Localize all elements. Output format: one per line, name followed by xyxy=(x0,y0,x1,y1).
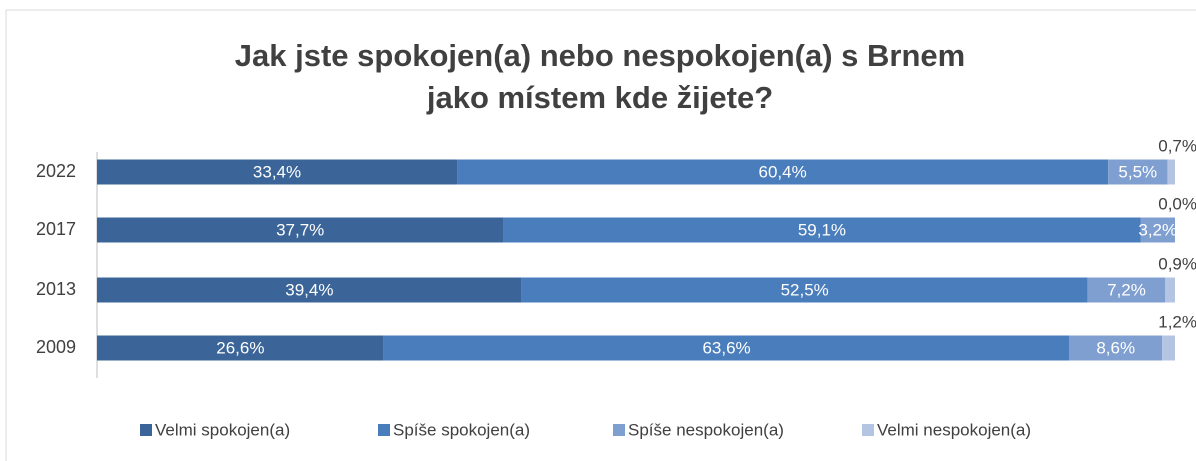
legend-label: Spíše nespokojen(a) xyxy=(628,420,784,439)
data-label: 0,9% xyxy=(1158,254,1196,273)
bar-segment xyxy=(97,217,504,243)
chart-title: Jak jste spokojen(a) nebo nespokojen(a) … xyxy=(235,38,965,115)
data-label: 60,4% xyxy=(759,162,807,181)
bar-segment xyxy=(97,277,522,303)
data-label: 0,7% xyxy=(1158,136,1196,155)
bar-segment xyxy=(1140,217,1175,243)
bar-segment xyxy=(457,159,1109,185)
y-tick-label: 2009 xyxy=(36,337,76,357)
y-tick-label: 2022 xyxy=(36,161,76,181)
data-label: 59,1% xyxy=(798,220,846,239)
data-label: 0,0% xyxy=(1158,194,1196,213)
bar-segment xyxy=(503,217,1141,243)
y-tick-label: 2017 xyxy=(36,219,76,239)
legend-label: Velmi spokojen(a) xyxy=(155,420,290,439)
chart-frame xyxy=(5,9,1196,461)
legend-label: Velmi nespokojen(a) xyxy=(877,420,1031,439)
data-label: 52,5% xyxy=(781,280,829,299)
data-label: 1,2% xyxy=(1158,312,1196,331)
legend-swatch xyxy=(862,424,874,436)
bar-segment xyxy=(97,335,384,361)
bar-segment xyxy=(1108,159,1168,185)
legend-label: Spíše spokojen(a) xyxy=(393,420,530,439)
bar-segment xyxy=(1087,277,1166,303)
data-label: 63,6% xyxy=(702,338,750,357)
data-label: 37,7% xyxy=(276,220,324,239)
data-label: 8,6% xyxy=(1096,338,1135,357)
legend-swatch xyxy=(378,424,390,436)
bar-segment xyxy=(1165,277,1175,303)
data-label: 39,4% xyxy=(285,280,333,299)
data-label: 33,4% xyxy=(253,162,301,181)
data-label: 7,2% xyxy=(1107,280,1146,299)
legend-swatch xyxy=(140,424,152,436)
bar-segment xyxy=(383,335,1070,361)
data-label: 3,2% xyxy=(1138,220,1177,239)
bar-segment xyxy=(1167,159,1175,185)
bar-segment xyxy=(1162,335,1175,361)
legend-swatch xyxy=(613,424,625,436)
data-label: 5,5% xyxy=(1118,162,1157,181)
data-label: 26,6% xyxy=(216,338,264,357)
bar-segment xyxy=(97,159,458,185)
y-tick-label: 2013 xyxy=(36,279,76,299)
bar-segment xyxy=(521,277,1088,303)
bar-segment xyxy=(1069,335,1163,361)
